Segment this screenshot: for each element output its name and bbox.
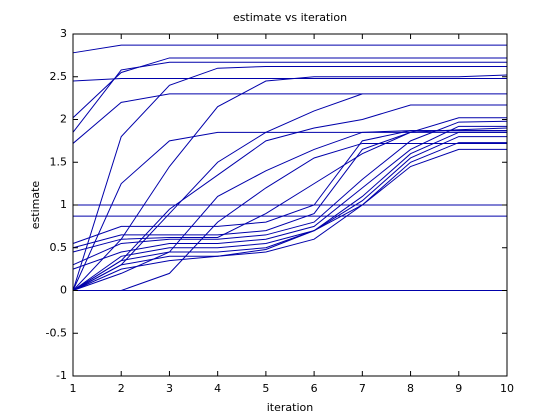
y-tick-label: -1 <box>56 369 67 382</box>
series-line <box>72 136 507 291</box>
series-line <box>72 57 507 119</box>
series-line <box>72 142 507 291</box>
series-line <box>72 93 507 144</box>
x-tick-label: 7 <box>359 382 366 395</box>
y-tick-label: 1.5 <box>50 155 68 168</box>
x-tick-label: 5 <box>262 382 269 395</box>
x-tick-label: 10 <box>500 382 514 395</box>
y-tick-label: 2 <box>60 113 67 126</box>
series-line <box>72 131 507 291</box>
series-line <box>73 142 507 291</box>
y-tick-label: 3 <box>60 27 67 40</box>
y-tick-label: -0.5 <box>46 326 67 339</box>
x-tick-label: 3 <box>166 382 173 395</box>
x-tick-label: 9 <box>455 382 462 395</box>
series-line <box>72 74 508 291</box>
y-tick-label: 0.5 <box>50 241 68 254</box>
y-axis-label: estimate <box>29 181 42 230</box>
x-tick-label: 8 <box>407 382 414 395</box>
x-tick-label: 4 <box>214 382 221 395</box>
series-line <box>72 117 507 253</box>
y-tick-label: 2.5 <box>50 70 68 83</box>
y-tick-label: 0 <box>60 284 67 297</box>
y-tick-label: 1 <box>60 198 67 211</box>
series-line <box>72 148 507 291</box>
x-tick-label: 6 <box>311 382 318 395</box>
series-line <box>72 125 507 270</box>
x-axis-label: iteration <box>267 401 313 414</box>
x-tick-label: 2 <box>118 382 125 395</box>
plot-frame <box>72 33 508 377</box>
chart-title: estimate vs iteration <box>233 11 347 24</box>
series-line <box>72 65 507 291</box>
series-line <box>72 120 508 266</box>
series-line <box>72 44 507 54</box>
x-tick-label: 1 <box>70 382 77 395</box>
series-line <box>72 61 507 133</box>
